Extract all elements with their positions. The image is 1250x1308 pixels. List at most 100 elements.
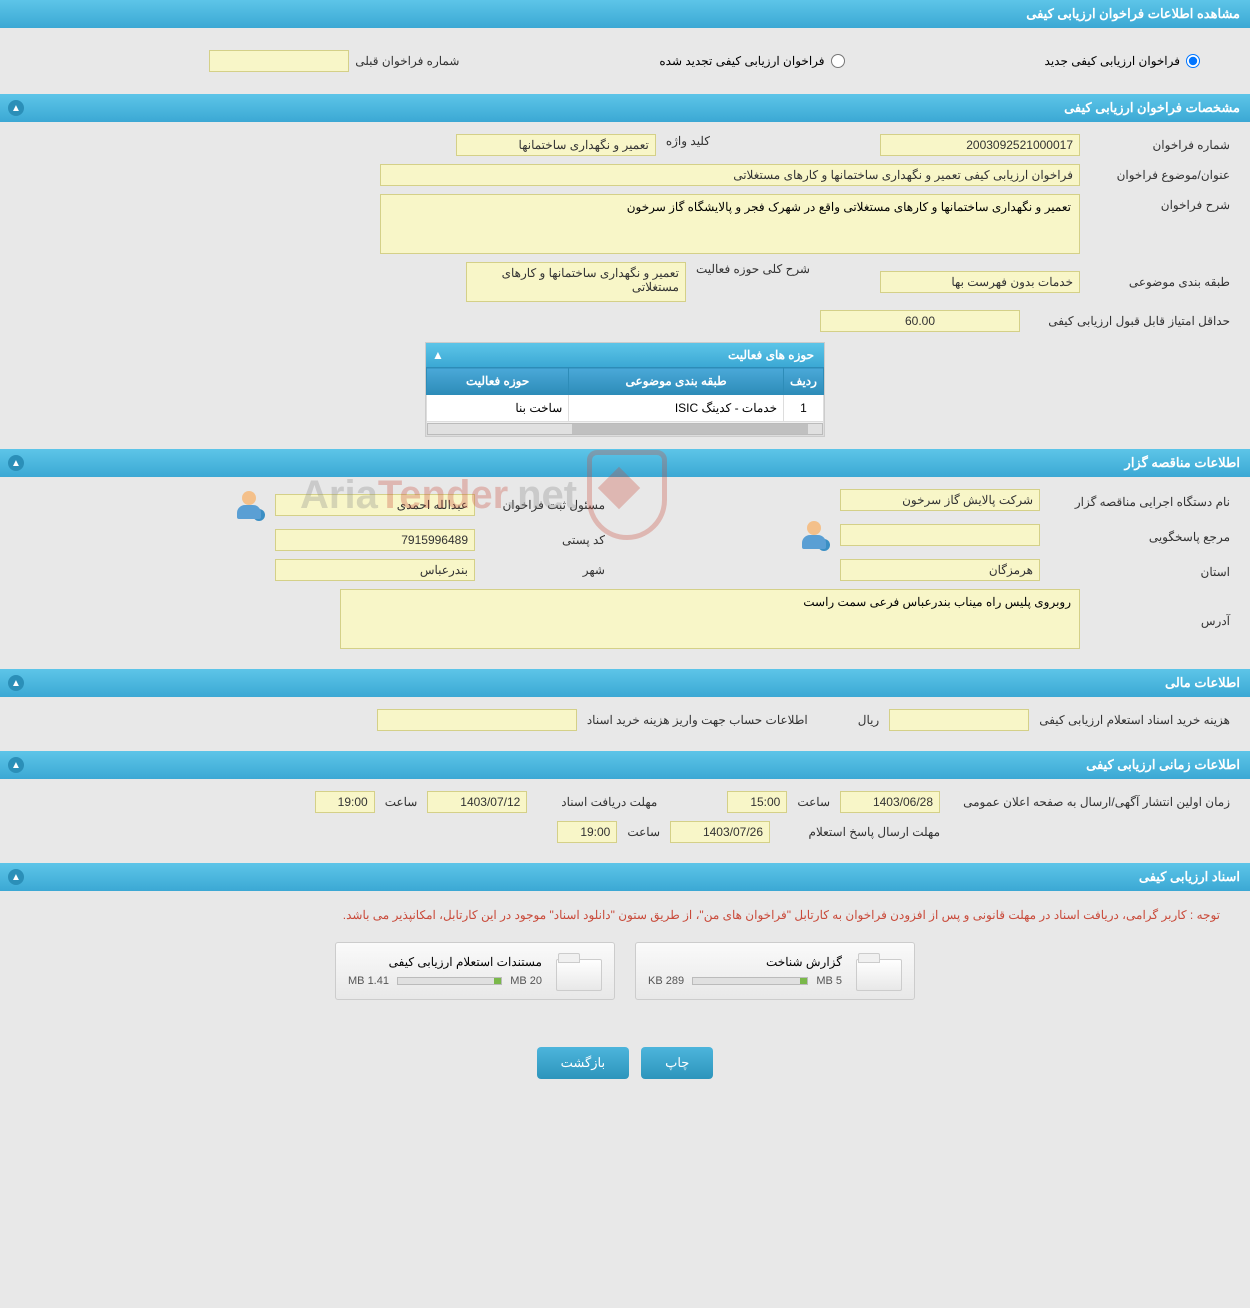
activity-desc-field: تعمیر و نگهداری ساختمانها و کارهای مستغل… [466,262,686,302]
financial-section-body: هزینه خرید اسناد استعلام ارزیابی کیفی ری… [0,697,1250,751]
deadline-time-field: 19:00 [315,791,375,813]
page-title: مشاهده اطلاعات فراخوان ارزیابی کیفی [1026,6,1240,21]
collapse-icon[interactable]: ▲ [8,675,24,691]
call-type-section: فراخوان ارزیابی کیفی جدید فراخوان ارزیاب… [0,28,1250,94]
keyword-label: کلید واژه [666,134,710,148]
registrar-label: مسئول ثبت فراخوان [485,498,605,512]
radio-new-input[interactable] [1186,54,1200,68]
print-button[interactable]: چاپ [641,1047,713,1079]
collapse-icon[interactable]: ▲ [8,100,24,116]
responder-field [840,524,1040,546]
doc-card[interactable]: گزارش شناخت 5 MB 289 KB [635,942,915,1000]
rial-label: ریال [858,713,880,727]
cost-label: هزینه خرید اسناد استعلام ارزیابی کیفی [1039,713,1230,727]
call-number-field: 2003092521000017 [880,134,1080,156]
activity-panel-title: حوزه های فعالیت [728,348,814,362]
doc-used-size: 1.41 MB [348,975,389,987]
org-label: نام دستگاه اجرایی مناقصه گزار [1050,491,1230,509]
call-desc-field: تعمیر و نگهداری ساختمانها و کارهای مستغل… [380,194,1080,254]
address-label: آدرس [1090,610,1230,628]
response-time-field: 19:00 [557,821,617,843]
back-button[interactable]: بازگشت [537,1047,629,1079]
tenderer-section-title: اطلاعات مناقصه گزار [1125,455,1240,470]
financial-section-header[interactable]: اطلاعات مالی ▲ [0,669,1250,697]
publish-time-field: 15:00 [727,791,787,813]
th-category: طبقه بندی موضوعی [569,368,784,395]
province-label: استان [1050,561,1230,579]
account-field [377,709,577,731]
category-label: طبقه بندی موضوعی [1090,271,1230,289]
account-label: اطلاعات حساب جهت واریز هزینه خرید اسناد [587,713,808,727]
call-title-label: عنوان/موضوع فراخوان [1090,164,1230,182]
city-field: بندرعباس [275,559,475,581]
financial-section-title: اطلاعات مالی [1165,675,1240,690]
time-label: ساعت [627,825,660,839]
tenderer-section-header[interactable]: اطلاعات مناقصه گزار ▲ [0,449,1250,477]
folder-icon [854,951,902,991]
table-row: 1 خدمات - کدینگ ISIC ساخت بنا [427,395,824,422]
action-buttons: چاپ بازگشت [0,1027,1250,1099]
timing-section-title: اطلاعات زمانی ارزیابی کیفی [1086,757,1240,772]
radio-new-call[interactable]: فراخوان ارزیابی کیفی جدید [1045,54,1200,68]
tenderer-section-body: نام دستگاه اجرایی مناقصه گزار شرکت پالای… [0,477,1250,669]
prev-call-label: شماره فراخوان قبلی [355,54,459,68]
radio-renewed-label: فراخوان ارزیابی کیفی تجدید شده [659,54,824,68]
time-label: ساعت [797,795,830,809]
min-score-label: حداقل امتیاز قابل قبول ارزیابی کیفی [1030,310,1230,328]
td-category: خدمات - کدینگ ISIC [569,395,784,422]
collapse-icon[interactable]: ▲ [432,348,444,362]
spec-section-body: شماره فراخوان 2003092521000017 کلید واژه… [0,122,1250,449]
response-date-field: 1403/07/26 [670,821,770,843]
activity-panel: حوزه های فعالیت ▲ ردیف طبقه بندی موضوعی … [425,342,825,437]
postal-label: کد پستی [485,533,605,547]
deadline-label: مهلت دریافت اسناد [537,795,657,809]
response-label: مهلت ارسال پاسخ استعلام [780,825,940,839]
publish-label: زمان اولین انتشار آگهی/ارسال به صفحه اعل… [950,795,1230,809]
size-bar [692,977,808,985]
docs-section-header[interactable]: اسناد ارزیابی کیفی ▲ [0,863,1250,891]
prev-call-field[interactable] [209,50,349,72]
category-field: خدمات بدون فهرست بها [880,271,1080,293]
doc-card[interactable]: مستندات استعلام ارزیابی کیفی 20 MB 1.41 … [335,942,615,1000]
page-container: AriaTender.net مشاهده اطلاعات فراخوان ار… [0,0,1250,1099]
address-field: روبروی پلیس راه میناب بندرعباس فرعی سمت … [340,589,1080,649]
postal-field: 7915996489 [275,529,475,551]
radio-renewed-input[interactable] [831,54,845,68]
spec-section-title: مشخصات فراخوان ارزیابی کیفی [1064,100,1240,115]
call-desc-label: شرح فراخوان [1090,194,1230,212]
spec-section-header[interactable]: مشخصات فراخوان ارزیابی کیفی ▲ [0,94,1250,122]
page-title-bar: مشاهده اطلاعات فراخوان ارزیابی کیفی [0,0,1250,28]
doc-total-size: 5 MB [816,975,842,987]
call-number-label: شماره فراخوان [1090,134,1230,152]
org-field: شرکت پالایش گاز سرخون [840,489,1040,511]
collapse-icon[interactable]: ▲ [8,869,24,885]
radio-renewed-call[interactable]: فراخوان ارزیابی کیفی تجدید شده [659,54,844,68]
doc-title: گزارش شناخت [648,955,842,969]
folder-icon [554,951,602,991]
min-score-field: 60.00 [820,310,1020,332]
activity-desc-label: شرح کلی حوزه فعالیت [696,262,810,276]
person-icon[interactable]: i [233,489,265,521]
collapse-icon[interactable]: ▲ [8,455,24,471]
td-idx: 1 [784,395,824,422]
publish-date-field: 1403/06/28 [840,791,940,813]
city-label: شهر [485,563,605,577]
deadline-date-field: 1403/07/12 [427,791,527,813]
province-field: هرمزگان [840,559,1040,581]
timing-section-header[interactable]: اطلاعات زمانی ارزیابی کیفی ▲ [0,751,1250,779]
doc-title: مستندات استعلام ارزیابی کیفی [348,955,542,969]
registrar-field: عبدالله احمدی [275,494,475,516]
activity-panel-header[interactable]: حوزه های فعالیت ▲ [426,343,824,367]
person-icon[interactable]: i [798,519,830,551]
docs-notice: توجه : کاربر گرامی، دریافت اسناد در مهلت… [20,903,1230,927]
collapse-icon[interactable]: ▲ [8,757,24,773]
table-scrollbar[interactable] [427,422,824,436]
time-label: ساعت [385,795,418,809]
doc-total-size: 20 MB [510,975,542,987]
radio-new-label: فراخوان ارزیابی کیفی جدید [1045,54,1180,68]
docs-section-body: توجه : کاربر گرامی، دریافت اسناد در مهلت… [0,891,1250,1027]
docs-section-title: اسناد ارزیابی کیفی [1139,869,1240,884]
doc-used-size: 289 KB [648,975,684,987]
size-bar [397,977,502,985]
td-activity: ساخت بنا [427,395,569,422]
